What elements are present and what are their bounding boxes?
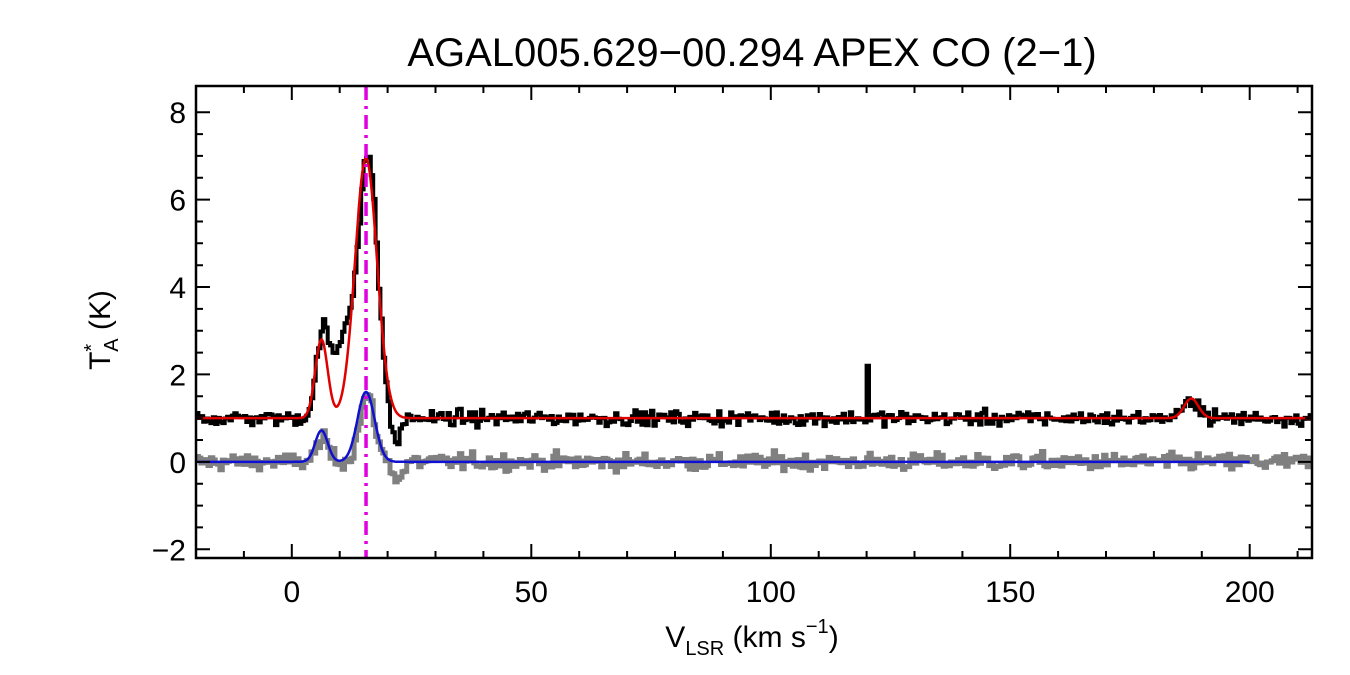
tick-labels: 0 50 100 150 200 −2 0 2 4 6 8 [152, 97, 1275, 609]
gaussian-fit-line [196, 156, 1312, 420]
x-tick-label: 150 [985, 576, 1035, 609]
axis-ticks [196, 86, 1312, 558]
y-tick-label: 8 [169, 97, 186, 130]
y-tick-label: 6 [169, 185, 186, 218]
x-axis-label: VLSR (km s−1) [665, 616, 838, 660]
x-tick-label: 50 [515, 576, 548, 609]
x-tick-label: 100 [746, 576, 796, 609]
y-tick-label: 2 [169, 359, 186, 392]
residual-spectrum [195, 392, 1313, 485]
x-tick-label: 200 [1225, 576, 1275, 609]
chart-title: AGAL005.629−00.294 APEX CO (2−1) [407, 31, 1096, 75]
y-tick-label: 0 [169, 447, 186, 480]
x-tick-label: 0 [283, 576, 300, 609]
series-layer [195, 154, 1313, 485]
y-tick-label: −2 [152, 534, 186, 567]
y-tick-label: 4 [169, 272, 186, 305]
y-axis-label: T*A (K) [81, 290, 123, 370]
fit-component-line [196, 390, 1250, 464]
plot-frame [194, 84, 1314, 560]
axes-layer [194, 84, 1314, 560]
